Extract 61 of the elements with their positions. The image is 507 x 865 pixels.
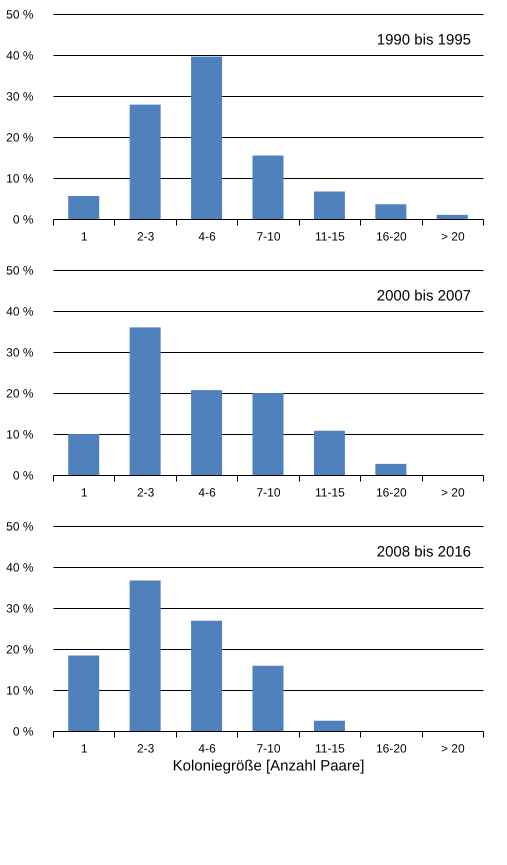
- y-tick-label: 50 %: [6, 8, 34, 22]
- text: 1990 bis 1995: [376, 32, 471, 49]
- bar: [436, 214, 468, 219]
- bar: [68, 196, 100, 219]
- y-tick-label: 40 %: [6, 304, 34, 318]
- bar: [130, 104, 161, 219]
- x-tick-label: 11-15: [315, 742, 346, 756]
- x-tick-label: 11-15: [315, 230, 346, 244]
- bar: [130, 327, 161, 475]
- x-tick-label: 1: [80, 486, 88, 500]
- text: 2008 bis 2016: [376, 544, 471, 561]
- bar: [68, 656, 100, 731]
- bar: [68, 434, 100, 475]
- y-tick-label: 20 %: [6, 642, 34, 656]
- x-tick-label: > 20: [440, 742, 465, 756]
- y-tick-label: 0 %: [12, 212, 34, 226]
- x-tick-label: 7-10: [256, 486, 281, 500]
- x-tick-label: > 20: [440, 486, 465, 500]
- y-tick-label: 20 %: [6, 386, 34, 400]
- bar: [314, 430, 345, 475]
- y-tick-label: 10 %: [6, 172, 34, 186]
- x-tick-label: 2-3: [136, 742, 155, 756]
- y-tick-label: 30 %: [6, 90, 34, 104]
- x-tick-label: 1: [80, 742, 88, 756]
- bar: [191, 620, 222, 731]
- bar: [252, 666, 284, 731]
- bar: [252, 155, 284, 219]
- bar: [252, 393, 284, 475]
- x-tick-label: 4-6: [198, 486, 216, 500]
- x-tick-label: 4-6: [198, 742, 216, 756]
- bar: [375, 464, 406, 475]
- x-tick-label: 2-3: [136, 486, 155, 500]
- y-tick-label: 50 %: [6, 520, 34, 534]
- x-tick-label: 11-15: [315, 486, 346, 500]
- x-tick-label: 1: [80, 230, 88, 244]
- y-tick-label: 40 %: [6, 560, 34, 574]
- bar: [191, 390, 222, 475]
- y-tick-label: 30 %: [6, 346, 34, 360]
- x-tick-label: > 20: [440, 230, 465, 244]
- y-tick-label: 20 %: [6, 130, 34, 144]
- x-tick-label: 7-10: [256, 742, 281, 756]
- bar: [314, 720, 345, 731]
- y-tick-label: 10 %: [6, 684, 34, 698]
- y-tick-label: 10 %: [6, 428, 34, 442]
- y-tick-label: 0 %: [12, 724, 34, 738]
- x-tick-label: 4-6: [198, 230, 216, 244]
- x-tick-label: 7-10: [256, 230, 281, 244]
- y-tick-label: 0 %: [12, 468, 34, 482]
- x-axis-title: Koloniegröße [Anzahl Paare]: [172, 758, 364, 774]
- bar: [375, 204, 406, 219]
- text: 2000 bis 2007: [376, 288, 471, 305]
- x-tick-label: 16-20: [376, 230, 408, 244]
- bar: [191, 56, 222, 219]
- x-tick-label: 16-20: [376, 742, 408, 756]
- y-tick-label: 30 %: [6, 602, 34, 616]
- bar: [314, 192, 345, 219]
- y-tick-label: 40 %: [6, 48, 34, 62]
- bar: [130, 580, 161, 731]
- x-tick-label: 16-20: [376, 486, 408, 500]
- y-tick-label: 50 %: [6, 264, 34, 278]
- x-tick-label: 2-3: [136, 230, 155, 244]
